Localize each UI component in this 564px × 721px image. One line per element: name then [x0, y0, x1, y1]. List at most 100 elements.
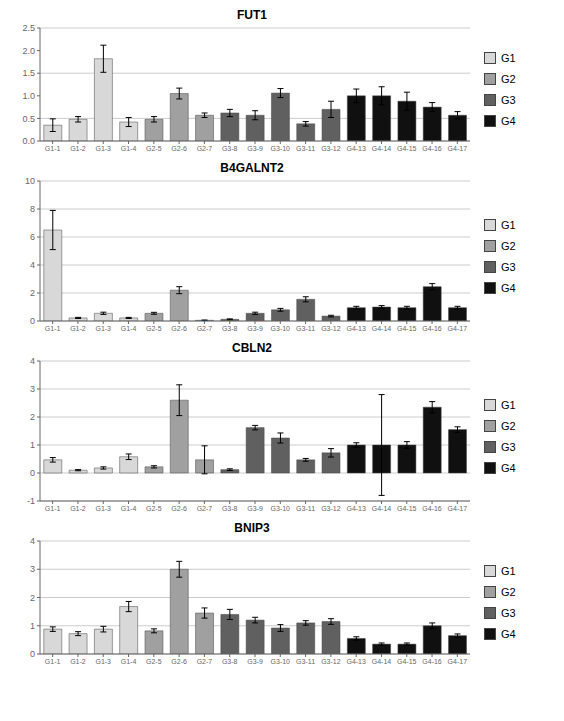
svg-text:2.0: 2.0 — [22, 46, 35, 56]
svg-text:G4-15: G4-15 — [397, 505, 417, 512]
svg-text:0: 0 — [30, 468, 35, 478]
svg-text:G4-17: G4-17 — [448, 145, 468, 152]
svg-text:G2-7: G2-7 — [197, 505, 213, 512]
svg-text:10: 10 — [25, 176, 35, 186]
svg-text:G4-15: G4-15 — [397, 658, 417, 665]
svg-text:2.5: 2.5 — [22, 23, 35, 33]
svg-text:G4-17: G4-17 — [448, 325, 468, 332]
html-text:G3: G3 — [501, 260, 516, 273]
svg-text:G1-3: G1-3 — [95, 145, 111, 152]
svg-text:0: 0 — [30, 316, 35, 326]
svg-text:G2-6: G2-6 — [171, 658, 187, 665]
svg-text:G2-6: G2-6 — [171, 145, 187, 152]
svg-text:4: 4 — [30, 536, 35, 546]
svg-text:G1-4: G1-4 — [121, 505, 137, 512]
svg-text:G4-16: G4-16 — [422, 145, 442, 152]
svg-text:G3-11: G3-11 — [296, 505, 315, 512]
svg-text:G1-4: G1-4 — [121, 145, 137, 152]
html-text:G1: G1 — [501, 218, 516, 231]
svg-text:G4-13: G4-13 — [346, 658, 366, 665]
svg-text:G3-11: G3-11 — [296, 325, 315, 332]
svg-text:G1-1: G1-1 — [45, 145, 61, 152]
svg-text:G3-8: G3-8 — [222, 658, 238, 665]
html-text:FUT1: FUT1 — [237, 8, 267, 22]
svg-text:G4-14: G4-14 — [372, 325, 392, 332]
html-text:CBLN2: CBLN2 — [232, 341, 272, 355]
svg-text:G1-2: G1-2 — [70, 505, 86, 512]
svg-text:6: 6 — [30, 232, 35, 242]
svg-text:G4-13: G4-13 — [346, 145, 366, 152]
svg-text:G4-14: G4-14 — [372, 145, 392, 152]
svg-text:1: 1 — [30, 621, 35, 631]
svg-text:G3-9: G3-9 — [247, 658, 263, 665]
svg-text:G2-5: G2-5 — [146, 145, 162, 152]
html-text:G1: G1 — [501, 398, 516, 411]
svg-text:G3-10: G3-10 — [271, 658, 291, 665]
svg-text:G1-4: G1-4 — [121, 325, 137, 332]
svg-text:G3-8: G3-8 — [222, 505, 238, 512]
svg-text:0.5: 0.5 — [22, 114, 35, 124]
svg-text:G4-16: G4-16 — [422, 325, 442, 332]
svg-text:G4-15: G4-15 — [397, 325, 417, 332]
svg-text:G2-5: G2-5 — [146, 505, 162, 512]
svg-text:G3-12: G3-12 — [321, 505, 341, 512]
svg-text:G2-7: G2-7 — [197, 658, 213, 665]
svg-text:G1-3: G1-3 — [95, 505, 111, 512]
svg-text:2: 2 — [30, 412, 35, 422]
svg-text:G2-7: G2-7 — [197, 145, 213, 152]
svg-text:0.0: 0.0 — [22, 136, 35, 146]
svg-text:8: 8 — [30, 204, 35, 214]
svg-text:G3-11: G3-11 — [296, 145, 315, 152]
svg-text:G3-10: G3-10 — [271, 505, 291, 512]
svg-text:G1-3: G1-3 — [95, 325, 111, 332]
svg-text:G2-6: G2-6 — [171, 505, 187, 512]
svg-text:3: 3 — [30, 564, 35, 574]
svg-text:1: 1 — [30, 440, 35, 450]
svg-text:G1-4: G1-4 — [121, 658, 137, 665]
svg-text:3: 3 — [30, 384, 35, 394]
svg-text:G3-10: G3-10 — [271, 325, 291, 332]
svg-text:G2-6: G2-6 — [171, 325, 187, 332]
svg-text:G3-9: G3-9 — [247, 505, 263, 512]
svg-text:G1-1: G1-1 — [45, 505, 61, 512]
html-text:B4GALNT2: B4GALNT2 — [220, 161, 284, 175]
html-text:G2: G2 — [501, 239, 516, 252]
svg-text:G3-12: G3-12 — [321, 658, 341, 665]
svg-text:1.0: 1.0 — [22, 91, 35, 101]
svg-text:G4-17: G4-17 — [448, 505, 468, 512]
svg-text:G1-2: G1-2 — [70, 325, 86, 332]
svg-text:G4-15: G4-15 — [397, 145, 417, 152]
svg-text:G3-11: G3-11 — [296, 658, 315, 665]
svg-text:G2-5: G2-5 — [146, 658, 162, 665]
svg-text:4: 4 — [30, 260, 35, 270]
svg-text:G4-13: G4-13 — [346, 325, 366, 332]
svg-text:G1-2: G1-2 — [70, 145, 86, 152]
svg-text:G4-13: G4-13 — [346, 505, 366, 512]
svg-text:G2-5: G2-5 — [146, 325, 162, 332]
svg-text:G4-14: G4-14 — [372, 505, 392, 512]
svg-text:G4-16: G4-16 — [422, 658, 442, 665]
svg-text:G4-14: G4-14 — [372, 658, 392, 665]
svg-text:G1-1: G1-1 — [45, 658, 61, 665]
svg-text:G1-2: G1-2 — [70, 658, 86, 665]
html-text:G4: G4 — [501, 281, 516, 294]
svg-text:G4-16: G4-16 — [422, 505, 442, 512]
svg-text:-1: -1 — [27, 496, 35, 506]
svg-text:G3-9: G3-9 — [247, 145, 263, 152]
svg-text:G2-7: G2-7 — [197, 325, 213, 332]
svg-text:G3-12: G3-12 — [321, 325, 341, 332]
svg-text:0: 0 — [30, 649, 35, 659]
svg-text:G3-9: G3-9 — [247, 325, 263, 332]
svg-text:2: 2 — [30, 288, 35, 298]
svg-text:G4-17: G4-17 — [448, 658, 468, 665]
svg-text:G3-12: G3-12 — [321, 145, 341, 152]
svg-text:G3-8: G3-8 — [222, 145, 238, 152]
svg-text:G3-10: G3-10 — [271, 145, 291, 152]
svg-text:4: 4 — [30, 356, 35, 366]
svg-text:G1-1: G1-1 — [45, 325, 61, 332]
svg-text:G1-3: G1-3 — [95, 658, 111, 665]
svg-text:1.5: 1.5 — [22, 68, 35, 78]
html-text:BNIP3: BNIP3 — [234, 521, 270, 535]
svg-text:G3-8: G3-8 — [222, 325, 238, 332]
svg-text:2: 2 — [30, 593, 35, 603]
